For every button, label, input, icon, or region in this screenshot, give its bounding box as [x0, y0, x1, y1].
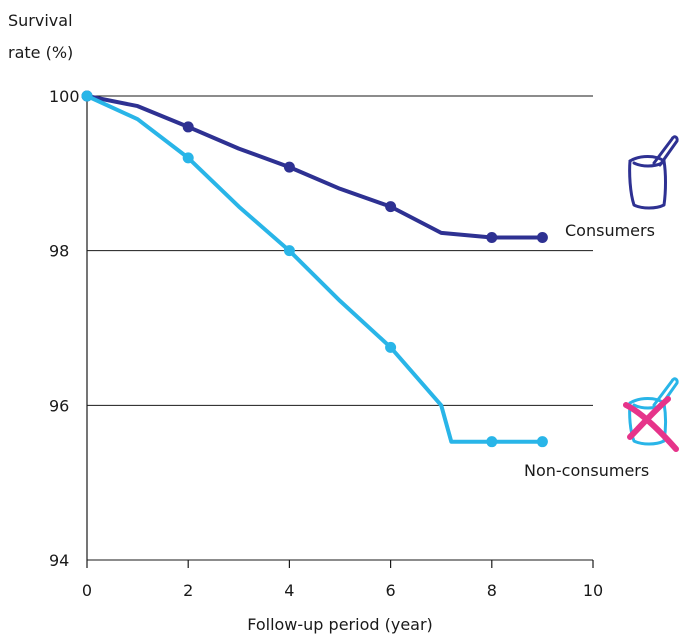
yogurt-cup-icon: [628, 135, 679, 210]
data-point: [536, 232, 548, 244]
x-axis-title: Follow-up period (year): [247, 615, 433, 634]
x-tick-label: 0: [82, 581, 92, 600]
x-tick-label: 2: [183, 581, 193, 600]
series-line-non-consumers: [85, 94, 545, 444]
y-axis-title-line1: Survival: [8, 11, 73, 30]
data-point: [486, 232, 498, 244]
x-tick-label: 4: [284, 581, 294, 600]
series-label-non-consumers: Non-consumers: [524, 461, 649, 480]
y-tick-label: 96: [49, 396, 69, 415]
crossed-yogurt-cup-icon: [623, 377, 679, 452]
data-point: [283, 161, 295, 173]
series-line-consumers: [85, 94, 545, 240]
data-point: [283, 245, 295, 257]
data-point: [385, 201, 397, 213]
data-point: [81, 90, 93, 102]
x-tick-label: 8: [487, 581, 497, 600]
data-point: [486, 436, 498, 448]
data-point: [385, 341, 397, 353]
y-tick-label: 100: [49, 87, 80, 106]
data-point: [536, 436, 548, 448]
y-tick-label: 98: [49, 242, 69, 261]
x-tick-label: 10: [583, 581, 603, 600]
label-layer: 100 98 96 94 0 2 4 6 8 10 Consumers Non-consumers: [49, 87, 655, 600]
series-layer: [81, 90, 548, 448]
data-point: [182, 152, 194, 164]
series-label-consumers: Consumers: [565, 221, 655, 240]
y-tick-label: 94: [49, 551, 69, 570]
axis-layer: [86, 96, 594, 568]
y-axis-title-line2: rate (%): [8, 43, 73, 62]
data-point: [182, 121, 194, 133]
x-tick-label: 6: [386, 581, 396, 600]
grid-layer: [87, 95, 593, 561]
